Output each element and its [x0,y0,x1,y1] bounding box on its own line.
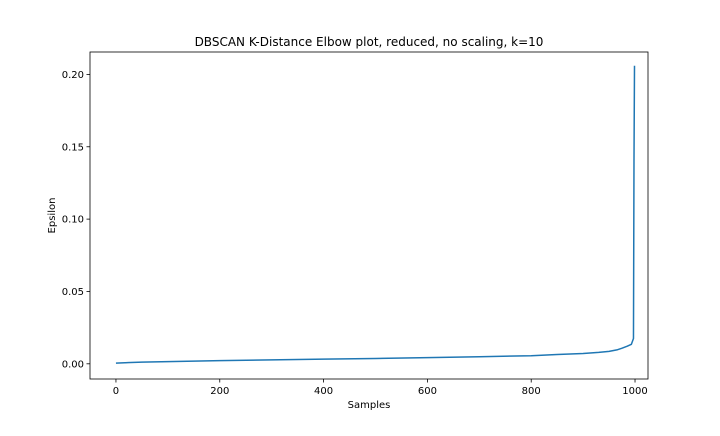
x-tick-label: 0 [113,386,119,397]
y-tick-label: 0.00 [62,359,84,370]
x-tick-label: 1000 [622,386,647,397]
plot-area [90,52,648,379]
x-tick-label: 800 [522,386,541,397]
y-tick-label: 0.20 [62,70,84,81]
data-layer [115,65,636,364]
axes-frame [89,51,649,380]
series-line-0 [115,65,636,364]
x-tick-label: 600 [418,386,437,397]
y-tick-label: 0.15 [62,142,84,153]
axes-layer: 0 200 400 600 800 1000 0.00 0.05 0.10 0.15 0.20 [62,51,649,397]
y-axis-label: Epsilon [47,198,58,234]
chart-title: DBSCAN K-Distance Elbow plot, reduced, n… [195,35,544,49]
x-tick-label: 200 [210,386,229,397]
y-tick-label: 0.05 [62,287,84,298]
x-axis-label: Samples [348,400,391,411]
x-tick-label: 400 [314,386,333,397]
y-tick-label: 0.10 [62,215,84,226]
